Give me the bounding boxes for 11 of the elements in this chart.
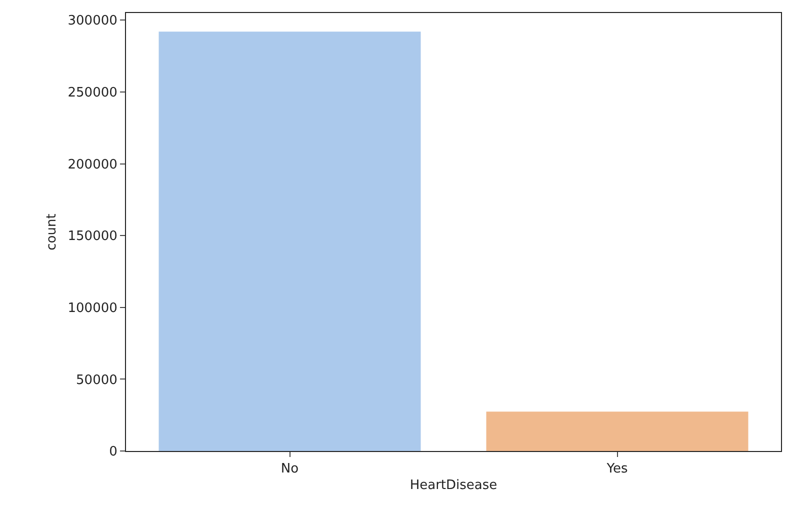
y-tick-label: 300000 [68, 14, 118, 29]
y-axis-title: count [44, 214, 60, 250]
y-tick-label: 200000 [68, 157, 118, 172]
y-tick-label: 100000 [68, 300, 118, 316]
y-tick-label: 150000 [68, 229, 118, 244]
x-axis-title: HeartDisease [410, 478, 498, 494]
y-tick-label: 250000 [68, 86, 118, 101]
y-tick-label: 50000 [76, 372, 118, 388]
x-tick-label: No [280, 462, 299, 477]
x-tick-label: Yes [606, 462, 628, 477]
y-tick-label: 0 [109, 444, 118, 460]
